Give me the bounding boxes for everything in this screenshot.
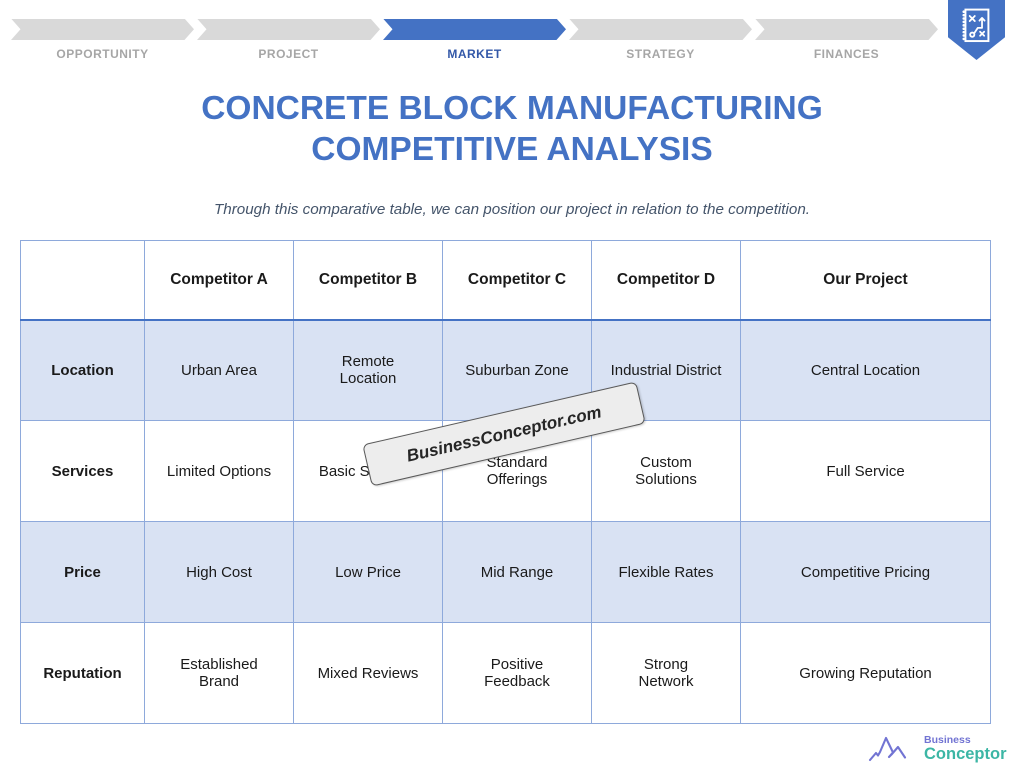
svg-text:Conceptor: Conceptor bbox=[924, 745, 1007, 763]
